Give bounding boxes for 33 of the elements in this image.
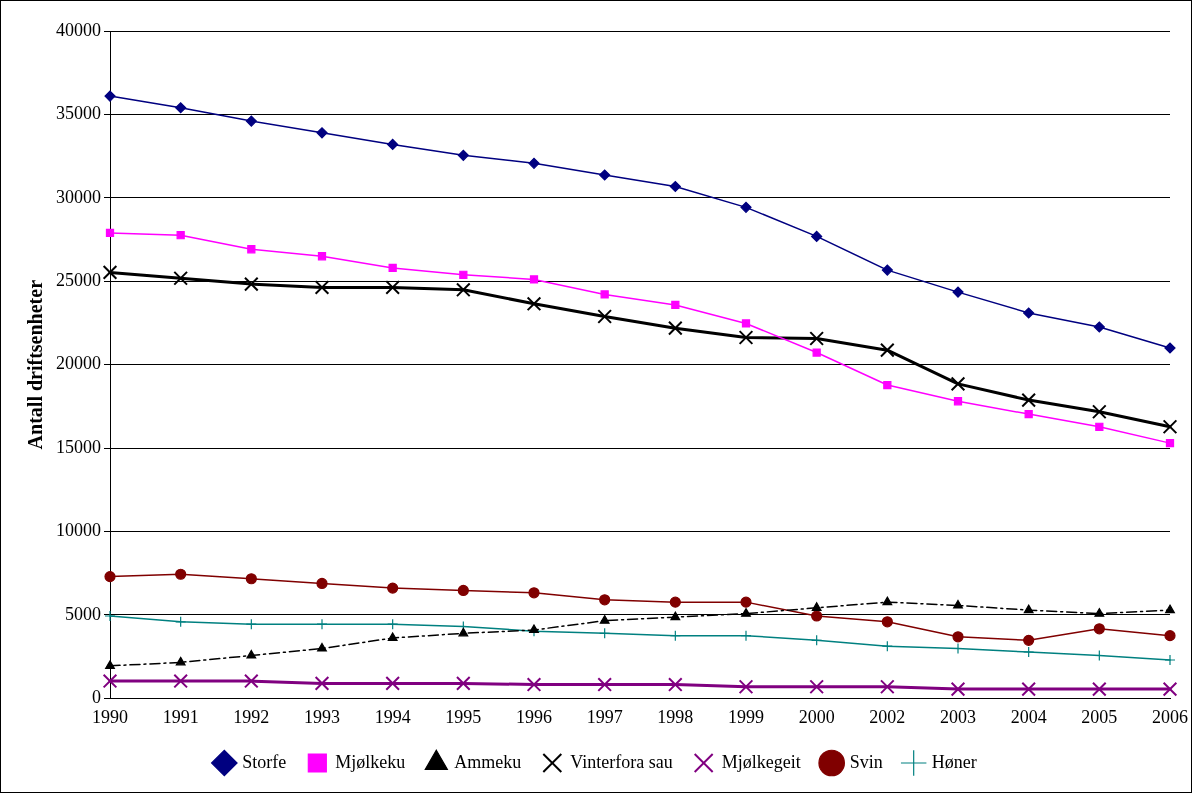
y-axis-title: Antall driftsenheter [24,279,47,450]
legend-label: Mjølkegeit [721,751,801,772]
y-tick-label: 30000 [56,186,101,207]
x-tick-label: 2000 [798,706,835,727]
y-tick-label: 5000 [65,603,101,624]
x-tick-label: 1999 [728,706,764,727]
x-tick-label: 1994 [374,706,411,727]
x-tick-label: 1995 [445,706,482,727]
x-tick-label: 2006 [1152,706,1188,727]
x-tick-label: 1991 [162,706,199,727]
x-tick-label: 1990 [92,706,128,727]
x-tick-label: 1996 [516,706,552,727]
x-tick-label: 2002 [869,706,906,727]
y-tick-label: 20000 [56,353,101,374]
y-tick-label: 15000 [56,436,101,457]
y-tick-label: 0 [92,687,101,708]
legend-label: Mjølkeku [335,751,406,772]
x-tick-label: 2003 [940,706,976,727]
y-tick-label: 25000 [56,270,101,291]
x-tick-label: 1998 [657,706,694,727]
legend-label: Høner [931,751,977,772]
legend-label: Vinterfora sau [570,751,673,772]
x-tick-label: 1993 [304,706,340,727]
x-tick-label: 2005 [1081,706,1118,727]
y-tick-label: 35000 [56,103,101,124]
x-tick-label: 1997 [586,706,623,727]
y-tick-label: 10000 [56,520,101,541]
x-tick-label: 2004 [1010,706,1047,727]
x-tick-label: 1992 [233,706,270,727]
y-tick-label: 40000 [56,19,101,40]
legend-label: Storfe [242,751,287,772]
legend-label: Svin [849,751,883,772]
legend-label: Ammeku [454,751,522,772]
